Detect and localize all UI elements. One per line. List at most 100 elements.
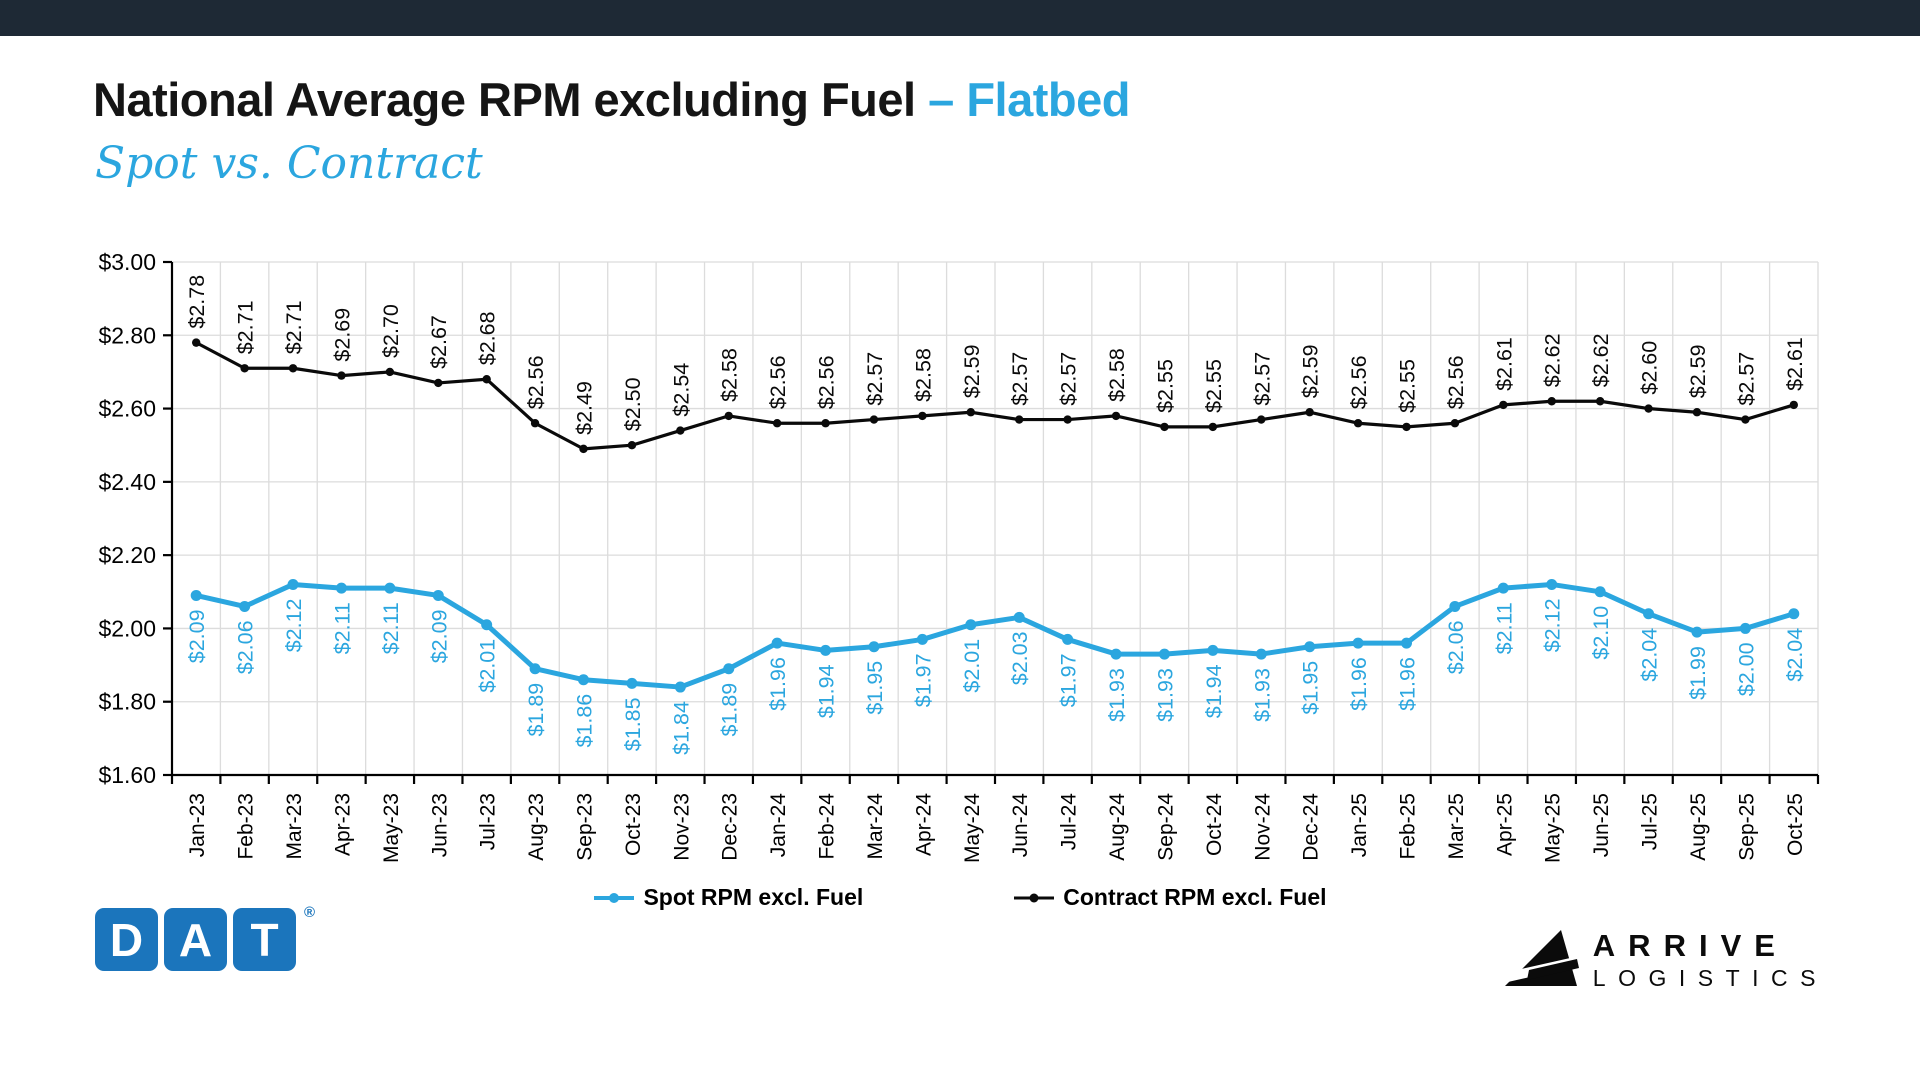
spot-data-label: $2.04	[1638, 628, 1662, 682]
spot-data-label: $2.09	[427, 609, 451, 663]
spot-legend-marker-icon	[594, 892, 635, 903]
chart-legend: Spot RPM excl. Fuel Contract RPM excl. F…	[0, 884, 1920, 911]
contract-point-marker	[1789, 400, 1798, 410]
spot-point-marker	[1062, 633, 1074, 645]
spot-data-label: $1.97	[911, 653, 935, 707]
spot-point-marker	[481, 619, 493, 631]
x-category-label: Feb-24	[816, 793, 839, 860]
dat-logo-letter-a: A	[164, 908, 227, 971]
x-category-label: Apr-25	[1493, 793, 1516, 856]
spot-data-label: $1.99	[1686, 646, 1710, 700]
spot-data-label: $1.93	[1105, 668, 1129, 722]
spot-point-marker	[1788, 608, 1800, 620]
contract-point-marker	[1644, 404, 1653, 413]
spot-data-label: $1.94	[815, 664, 839, 718]
x-category-label: Oct-25	[1784, 793, 1807, 856]
contract-data-label: $2.56	[1444, 355, 1468, 409]
contract-point-marker	[772, 419, 782, 428]
x-category-label: Aug-24	[1106, 793, 1129, 861]
contract-point-marker	[337, 371, 346, 380]
contract-data-label: $2.58	[911, 348, 935, 402]
x-category-label: Apr-24	[912, 793, 935, 856]
contract-point-marker	[530, 419, 540, 428]
dat-logo: D A T ®	[95, 904, 315, 971]
spot-data-label: $2.04	[1783, 628, 1807, 682]
spot-data-label: $2.01	[476, 639, 500, 693]
x-category-label: May-23	[380, 793, 403, 863]
contract-data-label: $2.57	[863, 352, 887, 406]
spot-point-marker	[529, 663, 541, 675]
x-category-label: Nov-23	[670, 793, 693, 861]
contract-point-marker	[1450, 419, 1460, 428]
contract-point-marker	[1111, 411, 1121, 421]
spot-point-marker	[1497, 582, 1509, 594]
spot-point-marker	[723, 663, 735, 675]
contract-point-marker	[676, 426, 685, 435]
contract-point-marker	[1692, 408, 1702, 417]
x-category-label: Aug-23	[525, 793, 548, 861]
spot-data-label: $1.96	[1396, 657, 1420, 711]
contract-data-label: $2.55	[1202, 359, 1226, 413]
contract-data-label: $2.62	[1589, 333, 1613, 387]
spot-data-label: $2.11	[330, 602, 354, 654]
x-category-label: Jan-24	[767, 793, 790, 858]
contract-point-marker	[482, 375, 491, 384]
page-title: National Average RPM excluding Fuel – Fl…	[93, 72, 1130, 127]
contract-data-label: $2.59	[960, 344, 984, 398]
spot-data-label: $1.94	[1202, 664, 1226, 718]
y-tick-label: $1.80	[98, 689, 156, 715]
contract-point-marker	[869, 415, 879, 424]
dat-logo-letter-t: T	[233, 908, 296, 971]
spot-point-marker	[578, 674, 589, 686]
rpm-line-chart: $1.60 $1.80 $2.00 $2.20 $2.40 $2.60 $2.80 $3.00…	[98, 249, 1820, 863]
spot-point-marker	[1449, 600, 1461, 612]
y-tick-label: $3.00	[98, 249, 156, 275]
contract-point-marker	[724, 411, 733, 421]
contract-data-label: $2.78	[185, 275, 209, 329]
spot-point-marker	[1643, 608, 1655, 620]
top-bar	[0, 0, 1920, 36]
contract-data-label: $2.70	[379, 304, 403, 358]
y-tick-label: $2.80	[98, 322, 156, 348]
arrive-mark-icon	[1498, 930, 1579, 986]
spot-data-label: $2.03	[1008, 631, 1032, 685]
contract-line	[194, 341, 1796, 451]
spot-point-marker	[1352, 637, 1364, 649]
spot-point-marker	[432, 589, 444, 601]
spot-point-marker	[626, 677, 638, 689]
x-category-label: Jun-25	[1590, 793, 1613, 857]
contract-data-label: $2.57	[1250, 352, 1274, 406]
contract-data-label: $2.59	[1686, 344, 1710, 398]
contract-data-label: $2.56	[1347, 355, 1371, 409]
arrive-logistics-logo: ARRIVE LOGISTICS	[1498, 928, 1828, 991]
x-category-label: Jul-25	[1639, 793, 1662, 850]
spot-point-marker	[1691, 626, 1703, 638]
spot-data-label: $2.01	[960, 639, 984, 693]
contract-data-label: $2.68	[476, 311, 500, 365]
arrive-subname: LOGISTICS	[1592, 965, 1828, 991]
spot-data-label: $2.10	[1589, 606, 1613, 660]
spot-data-label: $1.85	[621, 697, 645, 751]
x-category-label: May-24	[961, 793, 984, 863]
spot-point-marker	[771, 637, 783, 649]
y-tick-label: $1.60	[98, 762, 156, 788]
legend-label-spot: Spot RPM excl. Fuel	[643, 884, 864, 910]
spot-point-marker	[1739, 622, 1751, 634]
x-category-label: Jul-24	[1058, 793, 1081, 851]
contract-data-label: $2.57	[1057, 352, 1081, 406]
x-category-label: Jun-24	[1009, 793, 1032, 858]
contract-data-label: $2.50	[621, 377, 645, 431]
contract-point-marker	[1257, 415, 1266, 424]
spot-point-marker	[916, 633, 928, 645]
contract-data-label: $2.56	[524, 355, 548, 409]
spot-point-marker	[868, 641, 880, 653]
x-category-label: Oct-24	[1203, 793, 1226, 856]
contract-point-marker	[1015, 415, 1024, 424]
contract-legend-marker-icon	[1014, 893, 1055, 902]
contract-point-marker	[1208, 422, 1218, 432]
contract-point-marker	[1063, 415, 1072, 424]
contract-point-marker	[627, 441, 637, 450]
x-category-label: Feb-23	[235, 793, 258, 860]
contract-point-marker	[288, 364, 298, 373]
contract-data-label: $2.71	[234, 300, 258, 354]
